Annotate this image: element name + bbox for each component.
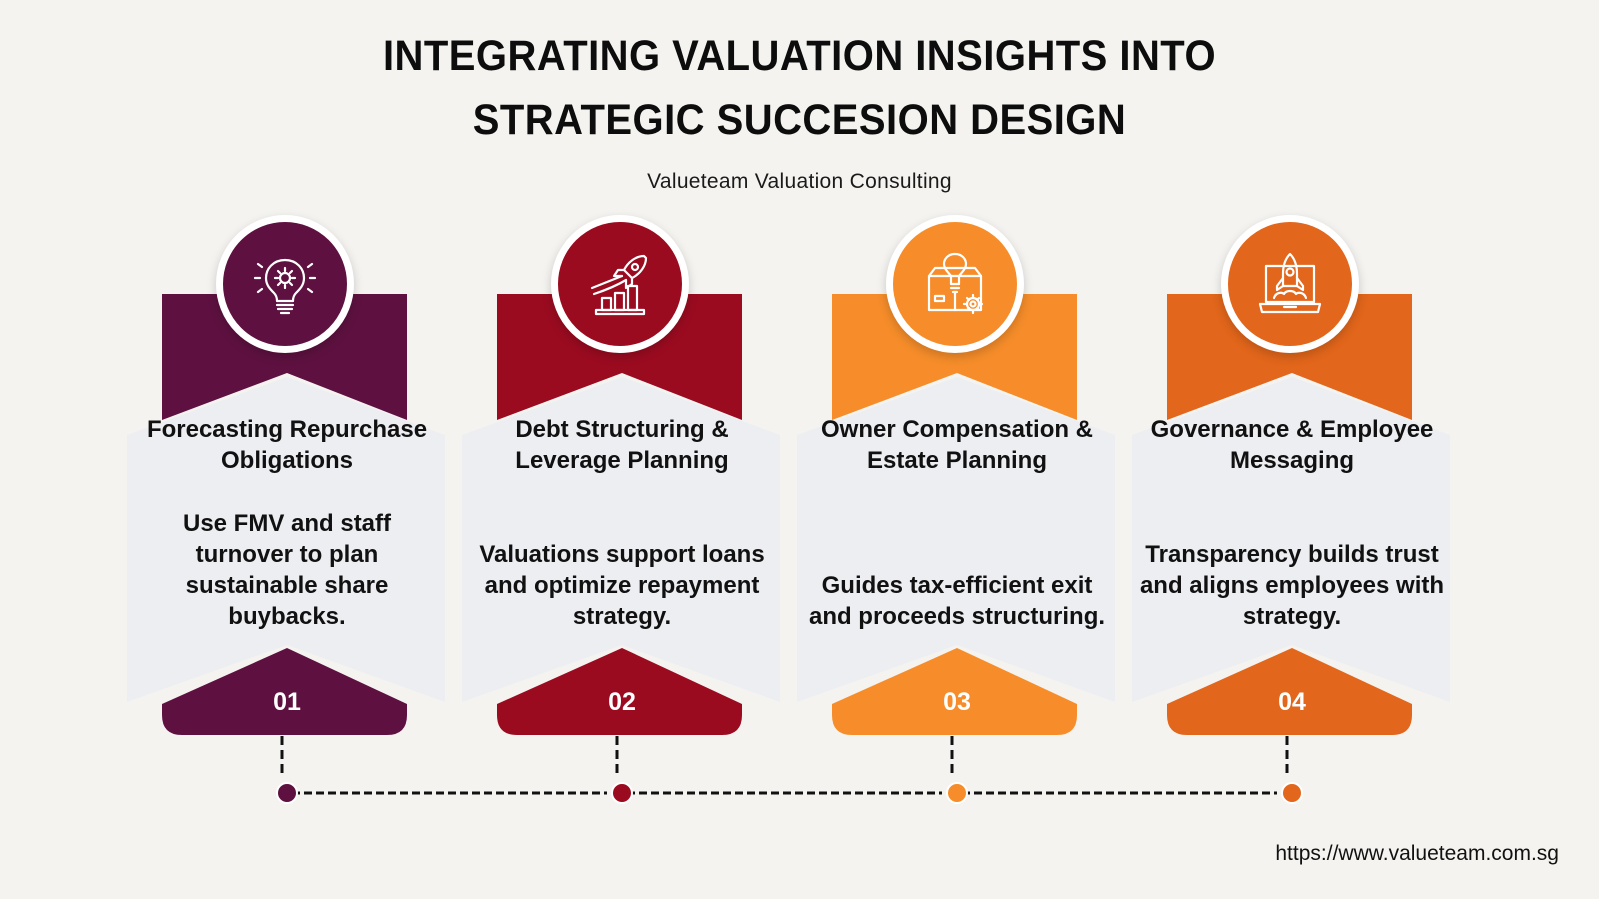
- website-link[interactable]: https://www.valueteam.com.sg: [1275, 842, 1559, 865]
- step-number: 04: [1278, 688, 1306, 716]
- card-heading: Owner Compensation & Estate Planning: [820, 416, 1094, 474]
- step-number: 03: [943, 688, 971, 716]
- step-number: 02: [608, 688, 636, 716]
- card-step-3: Owner Compensation & Estate Planning Gui…: [797, 0, 1117, 899]
- rocket-growth-chart-icon: [590, 254, 648, 316]
- icon-circle: [551, 215, 689, 353]
- card-description: Guides tax-efficient exit and proceeds s…: [808, 572, 1106, 630]
- box-lightbulb-gear-icon: [927, 252, 984, 315]
- card-description: Use FMV and staff turnover to plan susta…: [182, 510, 392, 630]
- card-description: Transparency builds trust and aligns emp…: [1139, 541, 1445, 630]
- lightbulb-gear-icon: [253, 258, 317, 315]
- card-heading: Governance & Employee Messaging: [1150, 416, 1434, 474]
- subtitle: Valueteam Valuation Consulting: [647, 170, 952, 193]
- card-shape: [1132, 294, 1450, 735]
- card-heading: Debt Structuring & Leverage Planning: [515, 416, 729, 474]
- timeline-dot-1: [276, 782, 298, 804]
- title-line-1: INTEGRATING VALUATION INSIGHTS INTO: [382, 32, 1217, 80]
- icon-circle: [1221, 215, 1359, 353]
- icon-circle: [216, 215, 354, 353]
- timeline-dot-3: [946, 782, 968, 804]
- timeline-dot-4: [1281, 782, 1303, 804]
- title-line-2: STRATEGIC SUCCESION DESIGN: [472, 96, 1127, 144]
- timeline-dot-2: [611, 782, 633, 804]
- card-description: Valuations support loans and optimize re…: [479, 541, 765, 630]
- card-step-4: Governance & Employee Messaging Transpar…: [1132, 0, 1452, 899]
- laptop-rocket-icon: [1258, 252, 1322, 314]
- card-heading: Forecasting Repurchase Obligations: [146, 416, 428, 474]
- card-shape: [797, 294, 1115, 735]
- icon-circle: [886, 215, 1024, 353]
- card-shape: [127, 294, 445, 735]
- step-number: 01: [273, 688, 301, 716]
- card-step-1: Forecasting Repurchase Obligations Use F…: [127, 0, 447, 899]
- card-shape: [462, 294, 780, 735]
- card-step-2: Debt Structuring & Leverage Planning Val…: [462, 0, 782, 899]
